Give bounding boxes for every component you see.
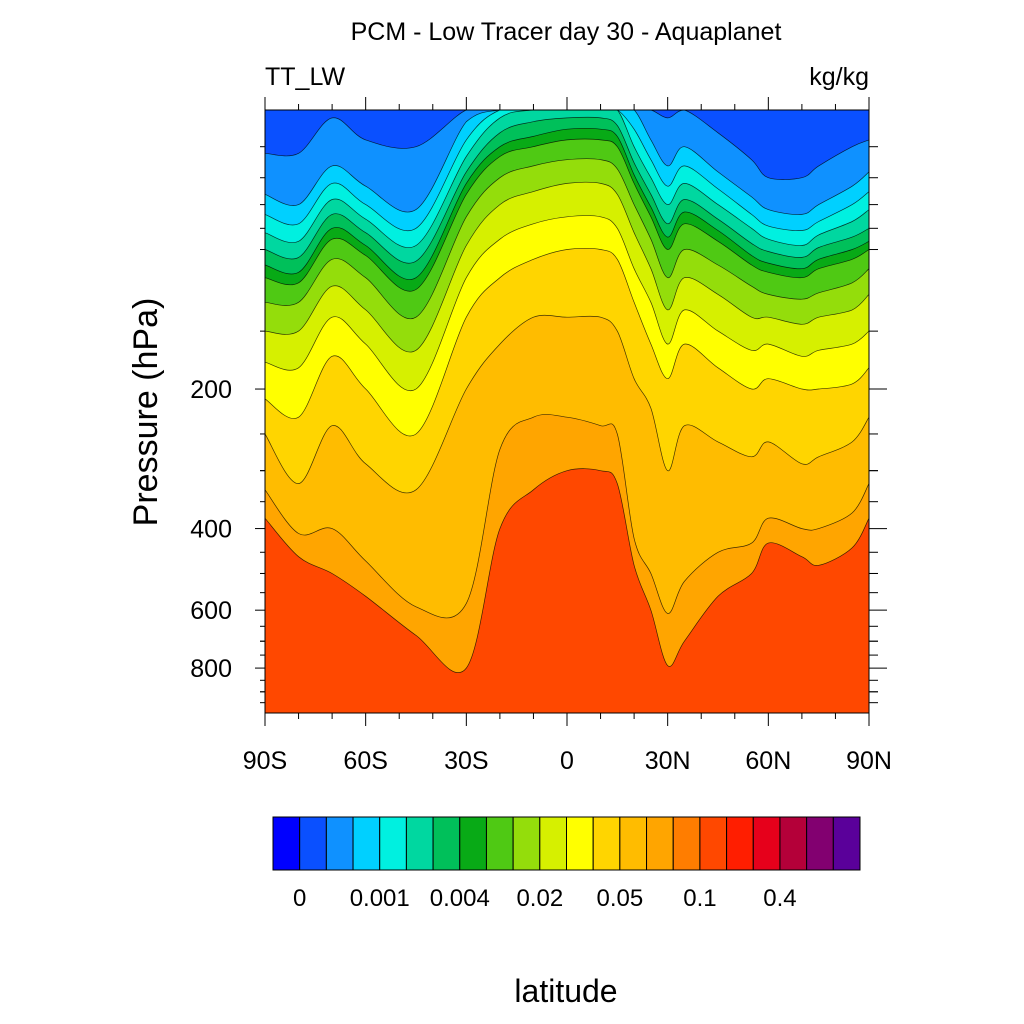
y-tick-label: 600 <box>190 597 232 625</box>
y-axis-label: Pressure (hPa) <box>127 298 165 527</box>
colorbar-tick-label: 0.05 <box>597 885 644 912</box>
y-tick-label: 400 <box>190 516 232 544</box>
colorbar-swatch <box>459 816 487 871</box>
colorbar-tick-label: 0.001 <box>350 885 410 912</box>
y-tick-label: 200 <box>190 376 232 404</box>
colorbar-swatch <box>619 816 648 871</box>
colorbar-swatch <box>512 816 541 871</box>
colorbar-swatch <box>325 816 354 871</box>
chart-title: PCM - Low Tracer day 30 - Aquaplanet <box>351 18 782 46</box>
colorbar-swatch <box>352 816 381 871</box>
x-tick-label: 90N <box>846 747 892 775</box>
x-axis-label: latitude <box>514 973 617 1009</box>
colorbar-swatch <box>726 816 754 871</box>
colorbar-swatch <box>299 816 327 871</box>
colorbar-swatch <box>432 816 461 871</box>
variable-name-label: TT_LW <box>265 63 345 91</box>
colorbar-swatch <box>832 816 861 871</box>
colorbar-swatch <box>699 816 728 871</box>
x-tick-label: 30N <box>645 747 691 775</box>
x-tick-label: 0 <box>560 747 574 775</box>
colorbar-tick-label: 0.02 <box>516 885 563 912</box>
x-tick-label: 60N <box>745 747 791 775</box>
x-tick-label: 60S <box>343 747 387 775</box>
x-tick-label: 90S <box>243 747 287 775</box>
x-tick-label: 30S <box>444 747 488 775</box>
colorbar-swatch <box>485 816 514 871</box>
colorbar-tick-label: 0.004 <box>430 885 490 912</box>
colorbar-tick-label: 0.1 <box>683 885 716 912</box>
colorbar: 0 0.001 0.004 0.02 0.05 0.1 0.4 <box>272 816 861 912</box>
colorbar-swatch <box>566 816 594 871</box>
colorbar-swatch <box>806 816 834 871</box>
colorbar-swatch <box>672 816 701 871</box>
y-axis: 200 400 600 800 <box>190 146 887 704</box>
contour-plot-area <box>264 109 870 714</box>
colorbar-swatch <box>379 816 407 871</box>
colorbar-swatch <box>539 816 567 871</box>
colorbar-tick-label: 0.4 <box>763 885 796 912</box>
y-tick-label: 800 <box>190 655 232 683</box>
colorbar-swatch <box>405 816 434 871</box>
colorbar-swatch <box>646 816 674 871</box>
units-label: kg/kg <box>809 63 869 91</box>
colorbar-swatch <box>592 816 621 871</box>
colorbar-swatch <box>779 816 808 871</box>
x-axis: 90S 60S 30S 0 30N 60N 90N <box>243 97 892 775</box>
contour-band-0 <box>264 468 870 713</box>
colorbar-swatch <box>752 816 781 871</box>
colorbar-swatch <box>272 816 301 871</box>
colorbar-tick-label: 0 <box>293 885 306 912</box>
